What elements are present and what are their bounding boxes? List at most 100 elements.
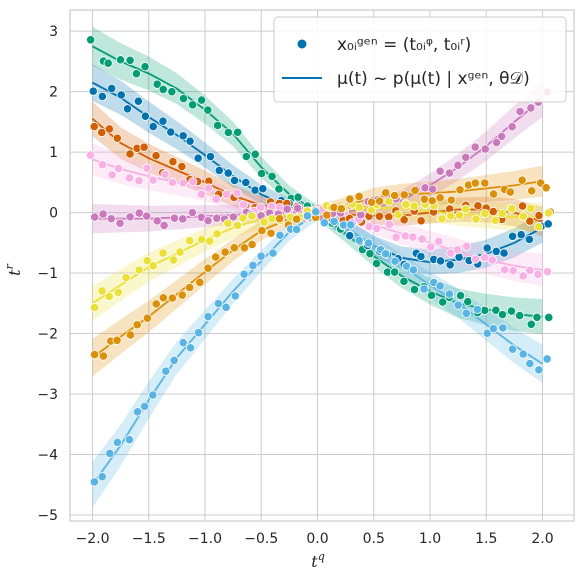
data-point xyxy=(416,251,426,262)
data-point xyxy=(125,55,135,65)
data-point xyxy=(140,62,150,72)
data-point xyxy=(132,407,143,417)
data-point xyxy=(140,111,150,121)
data-point xyxy=(409,284,420,295)
data-point xyxy=(148,175,158,185)
data-point xyxy=(507,204,517,214)
data-point xyxy=(461,204,471,214)
data-point xyxy=(480,144,490,154)
data-point xyxy=(452,245,463,255)
data-point xyxy=(446,195,456,205)
data-point xyxy=(233,127,243,137)
data-point xyxy=(525,358,535,369)
data-point xyxy=(401,261,412,271)
data-point xyxy=(524,234,535,245)
data-point xyxy=(282,204,292,214)
data-point xyxy=(274,184,284,194)
data-point xyxy=(213,298,224,309)
uncertainty-band xyxy=(92,198,543,321)
data-point xyxy=(518,349,528,359)
data-point xyxy=(258,184,268,194)
data-point xyxy=(381,249,391,259)
data-point xyxy=(247,239,257,250)
data-point xyxy=(121,273,131,283)
y-tick-label: 1 xyxy=(49,145,58,161)
data-point xyxy=(178,214,188,224)
data-point xyxy=(543,219,553,229)
data-point xyxy=(232,220,243,231)
data-point xyxy=(142,256,152,266)
data-point xyxy=(160,169,170,179)
data-point xyxy=(151,151,161,161)
data-point xyxy=(223,218,233,228)
data-point xyxy=(167,87,177,97)
legend-scatter-label: x₀ᵢᵍᵉⁿ = (t₀ᵢᵠ, t₀ᵢʳ) xyxy=(337,35,471,55)
data-point xyxy=(293,203,303,213)
data-point xyxy=(134,176,144,186)
data-point xyxy=(427,196,437,206)
data-point xyxy=(435,256,446,266)
data-point xyxy=(158,248,168,258)
data-point xyxy=(159,220,169,231)
data-point xyxy=(399,190,409,200)
data-point xyxy=(525,265,535,276)
data-point xyxy=(454,252,464,262)
data-point xyxy=(488,324,499,334)
data-point xyxy=(435,166,445,176)
data-point xyxy=(497,131,507,141)
data-point xyxy=(374,196,385,206)
data-point xyxy=(106,214,116,224)
data-point xyxy=(515,106,525,117)
data-point xyxy=(534,210,544,221)
data-point xyxy=(399,215,409,225)
data-point xyxy=(508,266,518,276)
data-point xyxy=(426,242,436,252)
data-point xyxy=(491,246,501,256)
data-point xyxy=(381,188,391,198)
data-point xyxy=(97,91,107,102)
data-point xyxy=(167,293,177,303)
data-point xyxy=(257,225,267,236)
data-point xyxy=(435,281,445,291)
legend-line-label: μ(t) ~ p(μ(t) | xᵍᵉⁿ, θ𝒟) xyxy=(337,69,530,89)
data-point xyxy=(169,355,179,365)
data-point xyxy=(462,241,472,251)
data-point xyxy=(410,185,420,195)
data-point xyxy=(122,104,133,114)
data-point xyxy=(112,437,123,448)
data-point xyxy=(518,271,528,281)
data-point xyxy=(116,90,126,100)
data-point xyxy=(203,263,213,273)
data-point xyxy=(142,163,152,173)
data-point xyxy=(543,208,554,218)
data-point xyxy=(497,310,508,320)
data-point xyxy=(274,214,285,224)
data-point xyxy=(293,192,303,202)
plot-frame xyxy=(69,9,575,522)
data-point xyxy=(275,230,285,240)
data-point xyxy=(267,171,277,182)
data-point xyxy=(461,152,471,162)
y-tick-label: −3 xyxy=(37,387,58,403)
data-point xyxy=(247,211,257,221)
data-point xyxy=(124,435,134,445)
x-tick-label: −1.0 xyxy=(188,531,222,547)
data-point xyxy=(266,228,276,238)
data-point xyxy=(374,211,385,221)
data-point xyxy=(363,238,374,248)
y-tick-label: −1 xyxy=(37,266,58,282)
data-point xyxy=(98,209,108,219)
data-point xyxy=(500,265,510,275)
data-point xyxy=(158,293,168,303)
data-point xyxy=(345,194,355,204)
data-point xyxy=(188,100,198,110)
data-point xyxy=(112,133,122,143)
data-point xyxy=(125,330,136,340)
legend: x₀ᵢᵍᵉⁿ = (t₀ᵢᵠ, t₀ᵢʳ) μ(t) ~ p(μ(t) | xᵍ… xyxy=(273,16,567,103)
data-point xyxy=(158,116,168,126)
data-point xyxy=(132,320,142,330)
data-point xyxy=(354,235,364,245)
data-point xyxy=(256,168,267,179)
data-point xyxy=(533,269,543,279)
x-tick-label: 1.5 xyxy=(475,531,497,547)
